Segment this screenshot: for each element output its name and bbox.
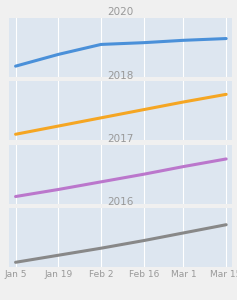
Title: 2017: 2017 (108, 134, 134, 144)
Title: 2020: 2020 (108, 7, 134, 17)
Title: 2016: 2016 (108, 197, 134, 208)
Title: 2018: 2018 (108, 70, 134, 81)
